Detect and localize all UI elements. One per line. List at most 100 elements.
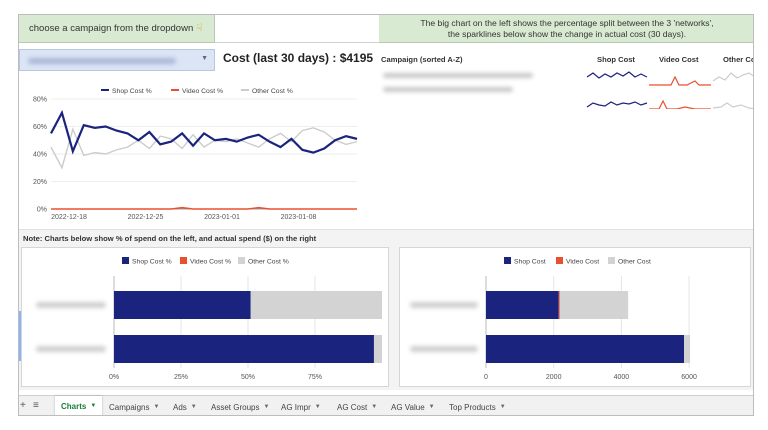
pointing-hand-icon: ☟ xyxy=(196,23,203,34)
series-line xyxy=(50,109,358,155)
sparkline-other-row1 xyxy=(712,72,753,82)
bar-segment xyxy=(559,291,629,319)
x-tick-label: 75% xyxy=(308,374,322,381)
sparkline-shop-row2 xyxy=(586,101,648,108)
sparkline-shop-row1 xyxy=(586,71,648,79)
x-tick-label: 0 xyxy=(484,374,488,381)
tab-ag-value[interactable]: AG Value ▼ xyxy=(385,396,441,415)
series-line xyxy=(50,127,358,170)
legend-item: Shop Cost xyxy=(504,257,546,266)
legend-label: Shop Cost xyxy=(514,259,546,266)
legend-label: Video Cost % xyxy=(190,259,231,266)
explanation-banner: The big chart on the left shows the perc… xyxy=(379,15,753,43)
spend-bar-chart-svg: Shop Cost Video Cost Other Cost 0 2000 4000 60… xyxy=(410,257,697,381)
dashboard-sheet: choose a campaign from the dropdown ☟ Th… xyxy=(18,14,754,416)
legend-swatch xyxy=(180,257,187,264)
x-tick-label: 0% xyxy=(109,374,119,381)
x-tick-label: 6000 xyxy=(681,374,697,381)
y-tick-label: 0% xyxy=(37,207,47,214)
y-tick-label: 40% xyxy=(33,152,47,159)
tab-top-products[interactable]: Top Products ▼ xyxy=(443,396,512,415)
blurred-category-label xyxy=(36,346,106,352)
tab-label: AG Value xyxy=(391,402,425,412)
tab-label: Top Products xyxy=(449,402,496,412)
chevron-down-icon[interactable]: ▼ xyxy=(314,404,321,410)
legend-label: Video Cost xyxy=(566,259,599,266)
sparkline-video-row1 xyxy=(649,75,711,86)
legend-item: Shop Cost % xyxy=(101,88,152,95)
chevron-down-icon[interactable]: ▼ xyxy=(90,403,97,409)
bar-segment xyxy=(114,335,374,363)
explanation-line-2: the sparklines below show the change in … xyxy=(447,29,687,39)
tab-label: Ads xyxy=(173,402,187,412)
chevron-down-icon[interactable]: ▼ xyxy=(428,404,435,410)
bar-segment xyxy=(684,335,691,363)
tab-campaigns[interactable]: Campaigns ▼ xyxy=(103,396,165,415)
chevron-down-icon[interactable]: ▼ xyxy=(371,404,378,410)
legend-swatch xyxy=(608,257,615,264)
blurred-category-label xyxy=(36,302,106,308)
sparkline-other-row2 xyxy=(712,102,753,109)
instruction-banner: choose a campaign from the dropdown ☟ xyxy=(19,15,215,43)
chevron-down-icon[interactable]: ▼ xyxy=(263,404,270,410)
chevron-down-icon[interactable]: ▼ xyxy=(190,404,197,410)
legend-item: Other Cost % xyxy=(238,257,289,266)
section-divider xyxy=(19,229,753,230)
legend-label: Other Cost % xyxy=(248,259,289,266)
legend-label: Shop Cost % xyxy=(132,259,172,266)
legend-item: Other Cost % xyxy=(241,88,293,95)
tab-ag-cost[interactable]: AG Cost ▼ xyxy=(331,396,383,415)
percent-bar-chart: Shop Cost % Video Cost % Other Cost % 0% 25%… xyxy=(21,247,389,387)
x-tick-label: 2000 xyxy=(546,374,562,381)
legend-swatch xyxy=(556,257,563,264)
tab-charts[interactable]: Charts ▼ xyxy=(55,396,103,415)
legend-item: Video Cost % xyxy=(180,257,231,266)
y-tick-label: 20% xyxy=(33,179,47,186)
tab-label: AG Cost xyxy=(337,402,368,412)
tab-label: Campaigns xyxy=(109,402,150,412)
x-tick-label: 2023-01-08 xyxy=(281,214,317,221)
campaign-dropdown[interactable]: ▼ xyxy=(19,49,215,71)
legend-item: Video Cost % xyxy=(171,88,223,95)
tab-asset-groups[interactable]: Asset Groups ▼ xyxy=(205,396,275,415)
x-tick-label: 2022-12-18 xyxy=(51,214,87,221)
plus-icon[interactable]: + xyxy=(20,400,26,411)
header-shop-cost: Shop Cost xyxy=(597,55,635,64)
chevron-down-icon[interactable]: ▼ xyxy=(201,55,208,62)
bar-segment xyxy=(250,291,382,319)
legend-label: Shop Cost % xyxy=(112,88,152,95)
bar-segment xyxy=(114,291,251,319)
sheet-tabs-bar: + ≡ Charts ▼ Campaigns ▼ Ads ▼ Asset Groups ▼ AG… xyxy=(19,395,753,415)
line-chart-svg: Shop Cost % Video Cost % Other Cost % 0% 20%… xyxy=(33,88,358,221)
x-tick-label: 2023-01-01 xyxy=(204,214,240,221)
blurred-campaign-row xyxy=(383,87,513,92)
tab-ag-impr[interactable]: AG Impr ▼ xyxy=(275,396,327,415)
tab-label: AG Impr xyxy=(281,402,311,412)
legend-label: Other Cost % xyxy=(252,88,293,95)
tab-ads[interactable]: Ads ▼ xyxy=(167,396,203,415)
sparkline-video-row2 xyxy=(649,99,711,109)
hamburger-icon[interactable]: ≡ xyxy=(33,400,39,411)
legend-item: Shop Cost % xyxy=(122,257,172,266)
chevron-down-icon[interactable]: ▼ xyxy=(499,404,506,410)
x-tick-label: 2022-12-25 xyxy=(128,214,164,221)
bar-segment xyxy=(486,291,559,319)
instruction-text: choose a campaign from the dropdown xyxy=(29,23,194,34)
legend-swatch xyxy=(122,257,129,264)
y-tick-label: 60% xyxy=(33,124,47,131)
legend-swatch xyxy=(504,257,511,264)
legend-label: Other Cost xyxy=(618,259,651,266)
blurred-category-label xyxy=(410,302,478,308)
series-line xyxy=(51,206,357,210)
explanation-line-1: The big chart on the left shows the perc… xyxy=(420,18,714,28)
bar-charts-note: Note: Charts below show % of spend on th… xyxy=(23,234,317,243)
bar-segment xyxy=(373,335,382,363)
tab-label: Asset Groups xyxy=(211,402,260,412)
empty-cell xyxy=(215,15,379,43)
chevron-down-icon[interactable]: ▼ xyxy=(153,404,160,410)
y-tick-label: 80% xyxy=(33,97,47,104)
tab-label: Charts xyxy=(61,401,87,411)
bar-segment xyxy=(486,335,684,363)
bar-segment xyxy=(558,291,560,319)
x-tick-label: 50% xyxy=(241,374,255,381)
